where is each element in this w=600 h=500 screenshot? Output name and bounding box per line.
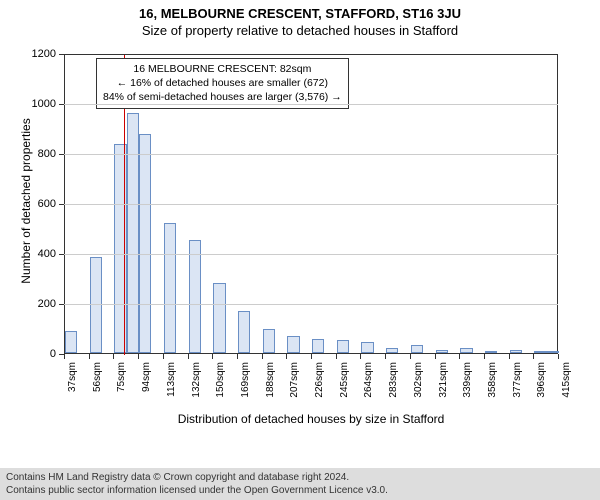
y-tick-label: 800 — [24, 148, 56, 160]
x-tick-mark — [237, 354, 238, 359]
histogram-bar — [485, 351, 497, 353]
histogram-bar — [547, 351, 559, 353]
histogram-bar — [312, 339, 324, 353]
chart-container: Number of detached properties Distributi… — [0, 44, 600, 450]
x-tick-label: 150sqm — [215, 362, 226, 412]
histogram-bar — [189, 240, 201, 353]
page-subtitle: Size of property relative to detached ho… — [0, 21, 600, 38]
x-tick-label: 56sqm — [92, 362, 103, 412]
x-tick-mark — [385, 354, 386, 359]
x-tick-label: 245sqm — [339, 362, 350, 412]
x-tick-mark — [311, 354, 312, 359]
histogram-bar — [65, 331, 77, 354]
histogram-bar — [411, 345, 423, 353]
footer: Contains HM Land Registry data © Crown c… — [0, 468, 600, 500]
x-tick-mark — [360, 354, 361, 359]
y-tick-mark — [59, 54, 64, 55]
y-tick-mark — [59, 104, 64, 105]
x-tick-mark — [484, 354, 485, 359]
histogram-bar — [238, 311, 250, 354]
histogram-bar — [361, 342, 373, 353]
x-tick-mark — [533, 354, 534, 359]
x-tick-mark — [262, 354, 263, 359]
gridline — [64, 254, 558, 255]
x-tick-mark — [558, 354, 559, 359]
histogram-bar — [337, 340, 349, 353]
y-tick-label: 200 — [24, 298, 56, 310]
histogram-bar — [510, 350, 522, 354]
y-tick-mark — [59, 254, 64, 255]
y-tick-mark — [59, 304, 64, 305]
gridline — [64, 104, 558, 105]
x-tick-label: 132sqm — [191, 362, 202, 412]
histogram-bar — [164, 223, 176, 353]
histogram-bar — [139, 134, 151, 354]
x-tick-label: 75sqm — [116, 362, 127, 412]
x-tick-label: 302sqm — [413, 362, 424, 412]
callout-line-2: ← 16% of detached houses are smaller (67… — [103, 76, 342, 90]
x-tick-label: 339sqm — [462, 362, 473, 412]
y-tick-label: 1200 — [24, 48, 56, 60]
callout-box: 16 MELBOURNE CRESCENT: 82sqm ← 16% of de… — [96, 58, 349, 109]
histogram-bar — [386, 348, 398, 354]
histogram-bar — [436, 350, 448, 353]
x-tick-label: 113sqm — [166, 362, 177, 412]
gridline — [64, 304, 558, 305]
y-tick-mark — [59, 204, 64, 205]
y-tick-label: 1000 — [24, 98, 56, 110]
y-tick-label: 600 — [24, 198, 56, 210]
histogram-bar — [460, 348, 472, 353]
x-tick-mark — [64, 354, 65, 359]
callout-line-1: 16 MELBOURNE CRESCENT: 82sqm — [103, 62, 342, 76]
x-tick-mark — [459, 354, 460, 359]
gridline — [64, 154, 558, 155]
x-tick-mark — [336, 354, 337, 359]
x-tick-label: 226sqm — [314, 362, 325, 412]
histogram-bar — [213, 283, 225, 353]
x-tick-label: 188sqm — [265, 362, 276, 412]
x-tick-mark — [163, 354, 164, 359]
x-tick-mark — [286, 354, 287, 359]
x-tick-mark — [212, 354, 213, 359]
x-tick-label: 264sqm — [363, 362, 374, 412]
y-tick-mark — [59, 154, 64, 155]
gridline — [64, 204, 558, 205]
callout-line-3: 84% of semi-detached houses are larger (… — [103, 90, 342, 104]
x-tick-mark — [509, 354, 510, 359]
x-tick-label: 94sqm — [141, 362, 152, 412]
y-tick-label: 400 — [24, 248, 56, 260]
x-tick-mark — [188, 354, 189, 359]
x-tick-label: 321sqm — [438, 362, 449, 412]
y-tick-label: 0 — [24, 348, 56, 360]
histogram-bar — [534, 351, 546, 353]
x-tick-mark — [89, 354, 90, 359]
histogram-bar — [263, 329, 275, 354]
x-tick-mark — [138, 354, 139, 359]
x-tick-label: 37sqm — [67, 362, 78, 412]
x-tick-mark — [113, 354, 114, 359]
x-tick-label: 415sqm — [561, 362, 572, 412]
x-tick-label: 283sqm — [388, 362, 399, 412]
footer-line-1: Contains HM Land Registry data © Crown c… — [6, 471, 594, 484]
x-tick-label: 169sqm — [240, 362, 251, 412]
x-axis-label: Distribution of detached houses by size … — [64, 412, 558, 426]
x-tick-mark — [410, 354, 411, 359]
page-title: 16, MELBOURNE CRESCENT, STAFFORD, ST16 3… — [0, 0, 600, 21]
x-tick-label: 377sqm — [512, 362, 523, 412]
x-tick-label: 396sqm — [536, 362, 547, 412]
x-tick-label: 207sqm — [289, 362, 300, 412]
footer-line-2: Contains public sector information licen… — [6, 484, 594, 497]
histogram-bar — [287, 336, 299, 354]
histogram-bar — [127, 113, 139, 353]
x-tick-label: 358sqm — [487, 362, 498, 412]
x-tick-mark — [435, 354, 436, 359]
